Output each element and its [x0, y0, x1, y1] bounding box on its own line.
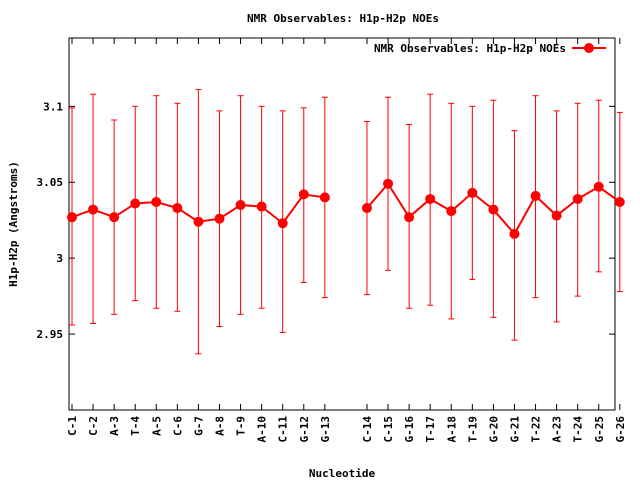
x-tick-label: G-13 [319, 416, 332, 443]
x-tick-label: T-9 [235, 416, 248, 436]
x-tick-label: T-24 [572, 416, 585, 443]
data-point [572, 193, 583, 204]
x-tick-label: A-18 [445, 416, 458, 443]
data-point [383, 178, 394, 189]
data-point [488, 204, 499, 215]
x-tick-label: T-22 [530, 416, 543, 443]
x-axis-ticks: C-1 C-2 A-3 T-4 A-5 C-6 G-7 A-8 T-9 A-10 C-11 G-12 G… [66, 38, 627, 443]
data-point [530, 190, 541, 201]
x-tick-label: A-8 [213, 416, 226, 436]
x-tick-label: C-14 [361, 416, 374, 443]
legend-marker [584, 43, 594, 53]
data-point [151, 196, 162, 207]
plot-frame [68, 37, 616, 411]
error-bars [69, 89, 623, 355]
series-group [67, 178, 625, 239]
data-point [277, 218, 288, 229]
x-tick-label: G-7 [192, 416, 205, 436]
x-tick-label: G-21 [508, 416, 521, 443]
data-point [593, 181, 604, 192]
data-point [67, 212, 77, 223]
data-point [404, 212, 415, 223]
data-point [130, 198, 141, 209]
data-point [193, 216, 204, 227]
data-point [614, 196, 625, 207]
x-axis-label: Nucleotide [309, 467, 376, 480]
x-tick-label: G-16 [403, 416, 416, 443]
y-tick-label: 2.95 [37, 328, 64, 341]
data-point [509, 228, 520, 239]
y-tick-label: 3.1 [43, 100, 63, 113]
x-tick-label: C-15 [382, 416, 395, 443]
data-point [235, 200, 246, 211]
x-tick-label: T-19 [466, 416, 479, 443]
data-point [467, 187, 478, 198]
x-tick-label: G-12 [298, 416, 311, 443]
x-tick-label: C-11 [277, 416, 290, 443]
data-point [319, 192, 330, 203]
x-tick-label: A-5 [150, 416, 163, 436]
x-tick-label: A-3 [108, 416, 121, 436]
x-tick-label: G-25 [593, 416, 606, 443]
y-axis-ticks: 2.95 3 3.05 3.1 [37, 100, 615, 341]
data-point [551, 210, 562, 221]
legend-label: NMR Observables: H1p-H2p NOEs [374, 42, 566, 55]
data-point [425, 193, 436, 204]
x-tick-label: C-1 [66, 416, 79, 436]
y-tick-label: 3.05 [37, 176, 64, 189]
data-point [446, 206, 457, 217]
x-tick-label: A-10 [256, 416, 269, 443]
x-tick-label: T-17 [424, 416, 437, 443]
data-point [88, 204, 99, 215]
x-tick-label: G-26 [614, 416, 627, 443]
x-tick-label: C-2 [87, 416, 100, 436]
data-point [298, 189, 309, 200]
x-tick-label: C-6 [171, 416, 184, 436]
data-point [214, 213, 225, 224]
chart-title: NMR Observables: H1p-H2p NOEs [247, 12, 439, 25]
x-tick-label: T-4 [129, 416, 142, 436]
data-point [172, 203, 183, 214]
y-axis-label: H1p-H2p (Angstroms) [7, 161, 20, 287]
x-tick-label: G-20 [487, 416, 500, 443]
legend: NMR Observables: H1p-H2p NOEs [374, 42, 606, 55]
y-tick-label: 3 [56, 252, 63, 265]
x-tick-label: A-23 [551, 416, 564, 443]
data-point [361, 203, 372, 214]
data-point [256, 201, 267, 212]
data-point [109, 212, 120, 223]
